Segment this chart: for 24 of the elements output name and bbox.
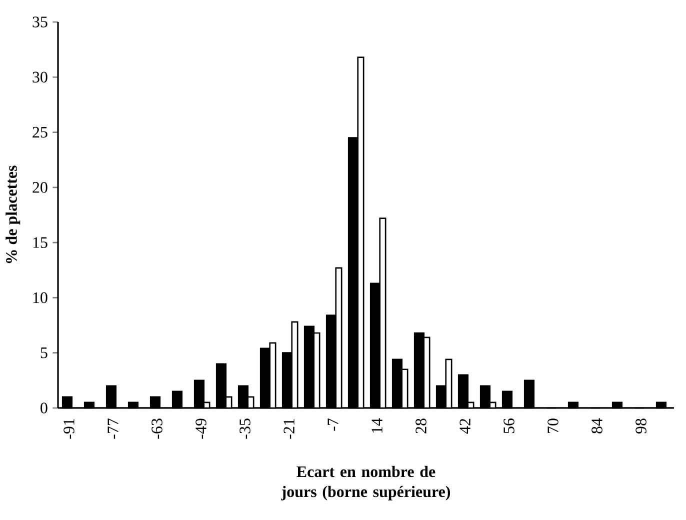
x-tick-label: 70	[548, 418, 558, 433]
x-axis-title: Ecart en nombre de jours (borne supérieure)	[281, 466, 450, 500]
x-tick-label: -7	[328, 418, 338, 431]
y-tick-label: 15	[33, 237, 48, 248]
x-tick-label: -91	[64, 418, 74, 439]
y-tick-label: 25	[32, 126, 48, 138]
x-tick-label: 14	[372, 418, 382, 433]
y-tick-label: 20	[32, 182, 48, 193]
x-tick-label: 42	[460, 418, 470, 434]
x-tick-label: -21	[284, 418, 294, 439]
x-tick-label: 56	[504, 418, 514, 434]
y-tick-label: 0	[40, 402, 48, 414]
x-tick-label: -63	[152, 418, 162, 439]
x-tick-label: 28	[416, 418, 426, 434]
x-tick-label: 98	[636, 418, 646, 434]
y-tick-label: 30	[32, 72, 48, 83]
x-tick-label: -77	[108, 418, 118, 439]
y-tick-label: 10	[33, 292, 48, 304]
x-tick-label: -49	[196, 418, 206, 439]
x-tick-label: -35	[240, 418, 250, 439]
y-tick-label: 35	[32, 16, 48, 28]
x-tick-label: 84	[592, 418, 602, 434]
y-axis-title: % de placettes	[6, 166, 20, 264]
y-tick-label: 5	[40, 348, 48, 358]
